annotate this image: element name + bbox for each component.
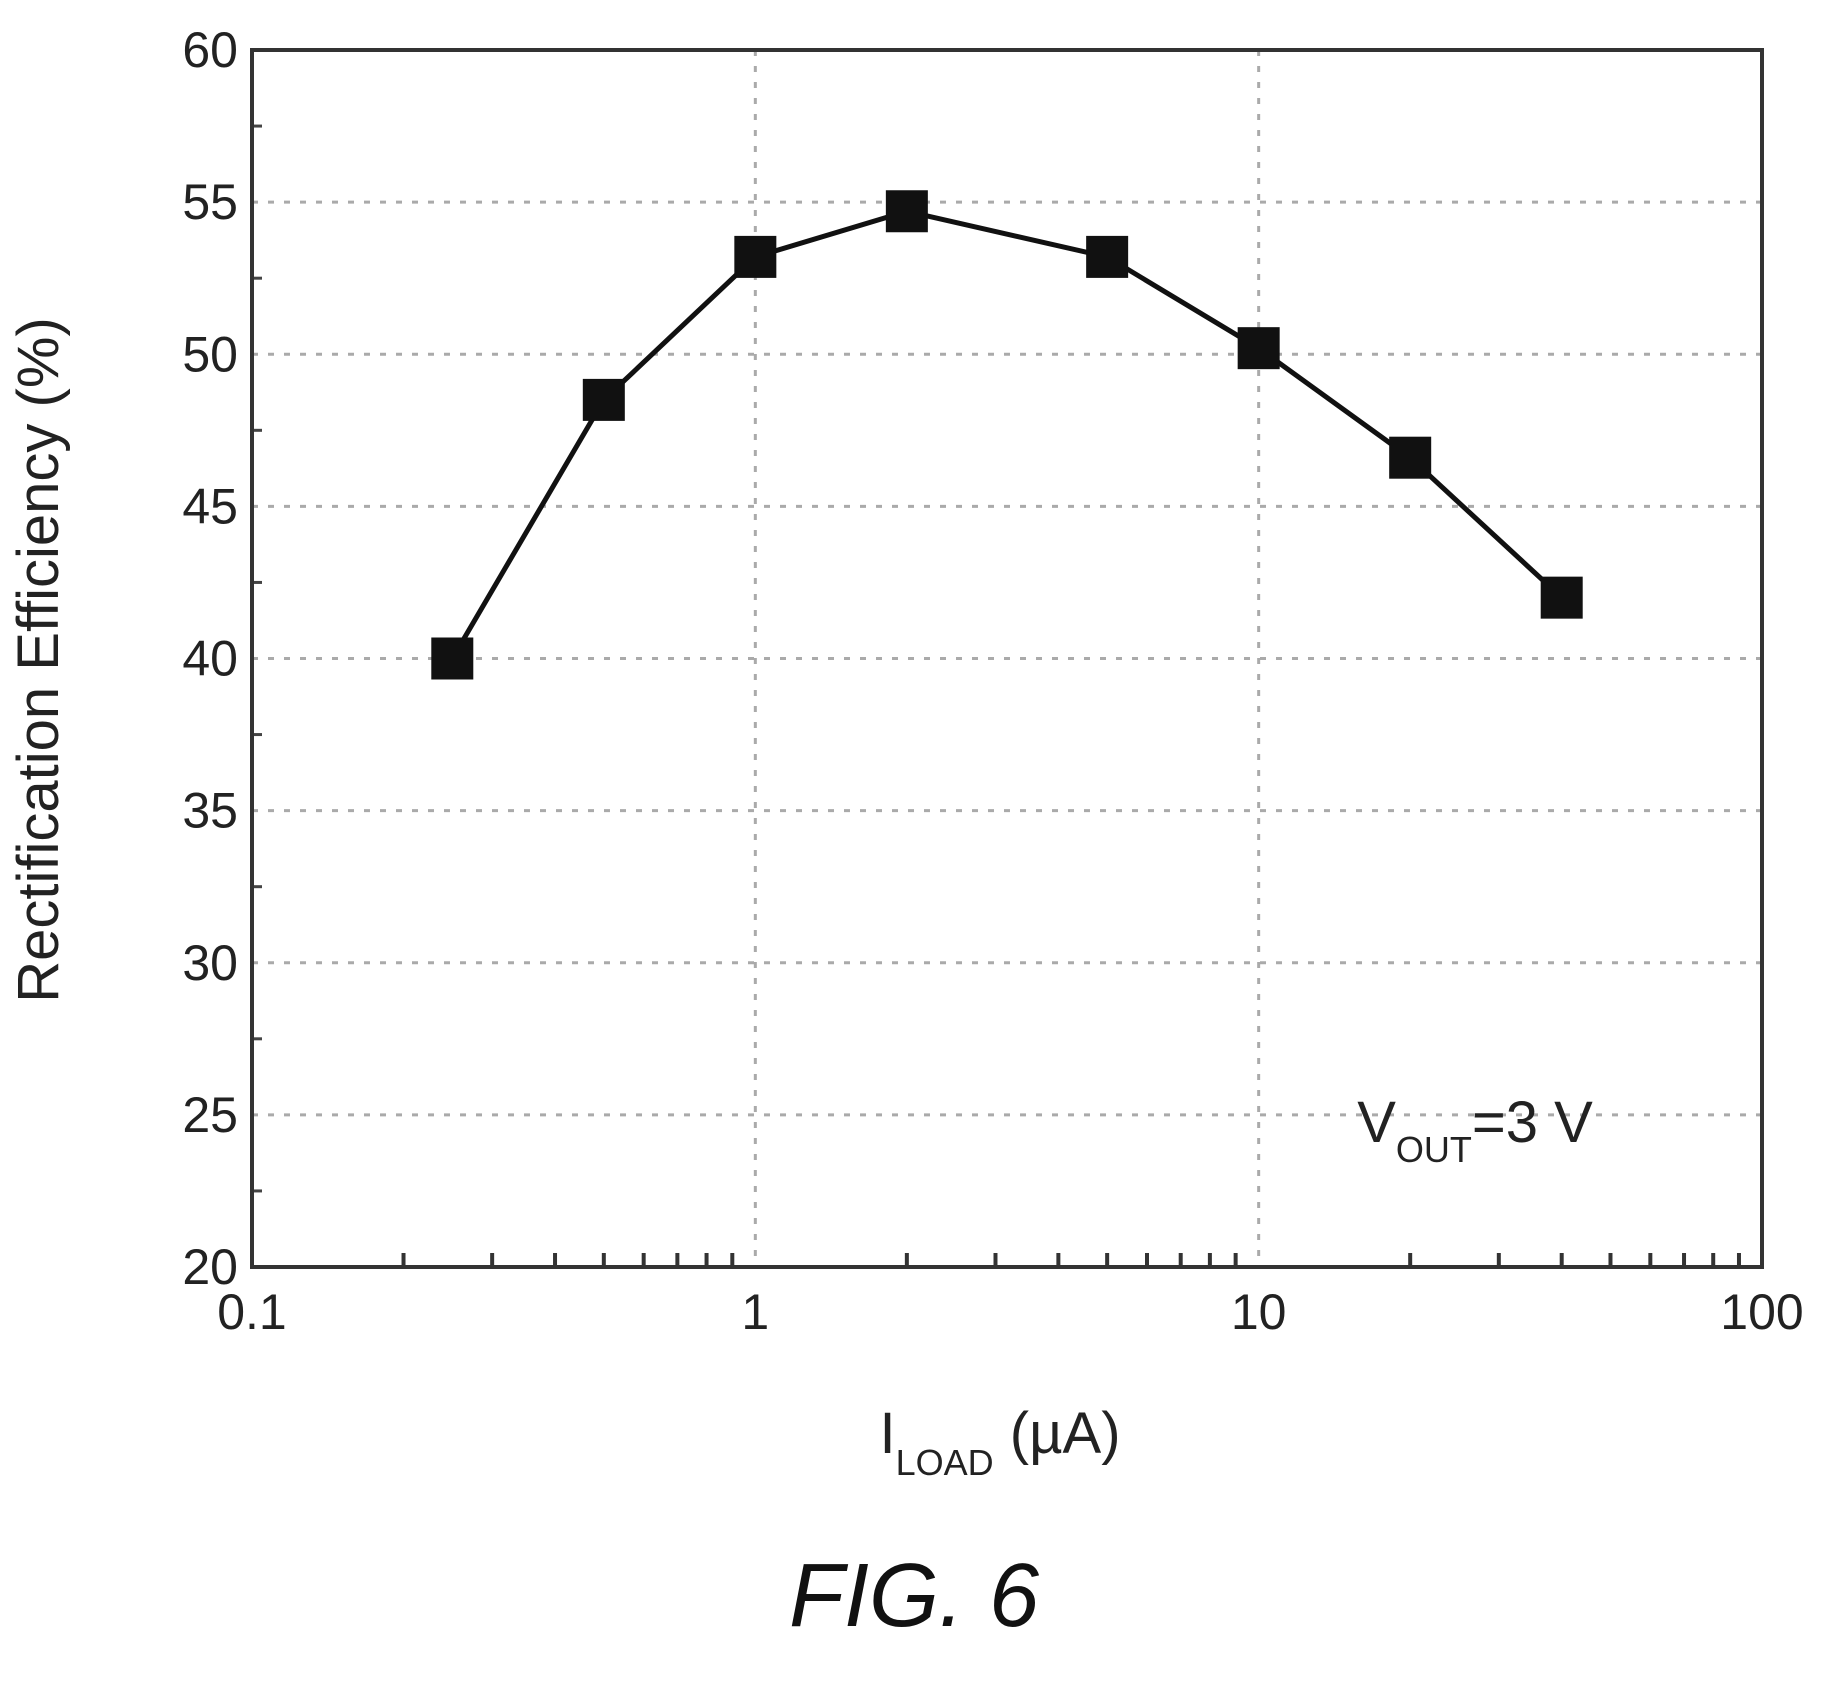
y-tick-label-50: 50 [182,326,238,382]
grid-lines [252,50,1762,1267]
series-efficiency [431,190,1583,680]
data-point-7 [1540,576,1583,619]
y-tick-label-55: 55 [182,174,238,230]
data-point-4 [1086,235,1129,278]
data-point-5 [1237,327,1280,370]
vout-annotation-sub: OUT [1396,1129,1472,1170]
plot-frame [250,48,1764,1269]
x-axis-title-sub: LOAD [896,1442,994,1483]
y-tick-label-45: 45 [182,478,238,534]
x-axis-title: ILOAD (µA) [879,1401,1120,1483]
data-point-1 [582,378,625,421]
y-axis-title: Rectification Efficiency (%) [6,317,71,1003]
y-tick-labels: 20 25 30 35 40 45 50 55 60 [182,22,238,1295]
series-line-0 [450,208,1564,660]
y-tick-label-30: 30 [182,935,238,991]
vout-annotation-rest: =3 V [1472,1090,1593,1155]
x-axis-title-main: I [879,1401,895,1466]
vout-annotation: VOUT=3 V [1357,1090,1593,1170]
y-tick-label-40: 40 [182,631,238,687]
y-tick-label-35: 35 [182,783,238,839]
x-tick-label-0.1: 0.1 [217,1284,287,1340]
vout-annotation-main: V [1357,1090,1396,1155]
data-point-0 [431,637,474,680]
x-tick-label-100: 100 [1720,1284,1803,1340]
x-tick-label-10: 10 [1231,1284,1287,1340]
y-tick-label-60: 60 [182,22,238,78]
efficiency-chart: 20 25 30 35 40 45 50 55 60 0.1 1 10 100 Rectificati… [6,22,1804,1483]
x-tick-labels: 0.1 1 10 100 [217,1284,1803,1340]
x-minor-ticks [401,1253,1741,1267]
y-tick-label-20: 20 [182,1239,238,1295]
x-axis-title-rest: (µA) [994,1401,1121,1466]
data-point-3 [885,190,928,233]
figure-caption: FIG. 6 [788,1546,1040,1646]
y-tick-label-25: 25 [182,1087,238,1143]
data-point-6 [1389,436,1432,479]
x-tick-label-1: 1 [741,1284,769,1340]
data-point-2 [734,235,777,278]
